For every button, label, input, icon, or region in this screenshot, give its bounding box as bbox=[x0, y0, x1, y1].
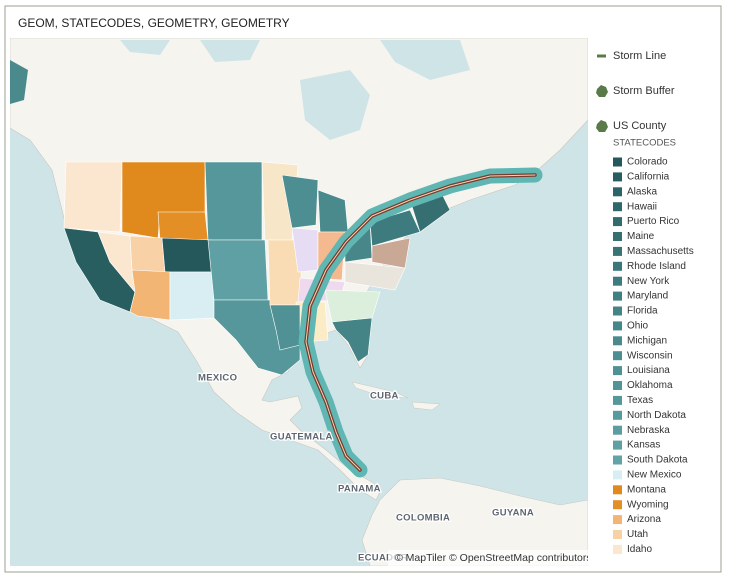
legend-swatch bbox=[613, 500, 622, 510]
legend-swatch bbox=[613, 470, 622, 480]
place-label: COLOMBIA bbox=[396, 513, 450, 524]
legend-item[interactable]: Hawaii bbox=[627, 201, 657, 212]
legend-swatch bbox=[613, 321, 622, 331]
legend-item[interactable]: Colorado bbox=[627, 157, 668, 168]
legend: Storm Line Storm Buffer US County STATECODE… bbox=[596, 50, 694, 555]
legend-swatch bbox=[596, 120, 608, 132]
county-region bbox=[129, 235, 166, 273]
legend-item[interactable]: Wisconsin bbox=[627, 350, 673, 361]
county-region bbox=[161, 237, 215, 273]
legend-item[interactable]: Louisiana bbox=[627, 365, 670, 376]
legend-item[interactable]: Wyoming bbox=[627, 499, 669, 510]
legend-item[interactable]: Nebraska bbox=[627, 425, 670, 436]
legend-item[interactable]: Massachusetts bbox=[627, 246, 694, 257]
legend-swatch bbox=[613, 366, 622, 376]
title: GEOM, STATECODES, GEOMETRY, GEOMETRY bbox=[18, 16, 290, 30]
legend-swatch bbox=[613, 157, 622, 167]
legend-item[interactable]: Rhode Island bbox=[627, 261, 686, 272]
legend-item[interactable]: Puerto Rico bbox=[627, 216, 680, 227]
legend-swatch bbox=[613, 515, 622, 525]
alaska bbox=[10, 60, 28, 104]
county-region bbox=[169, 271, 215, 321]
place-label: GUYANA bbox=[492, 508, 534, 519]
legend-group-title: STATECODES bbox=[613, 138, 676, 149]
legend-swatch bbox=[613, 291, 622, 301]
place-label: GUATEMALA bbox=[270, 432, 333, 443]
legend-swatch bbox=[613, 425, 622, 435]
legend-swatch bbox=[613, 440, 622, 450]
county-region bbox=[281, 174, 319, 229]
hudson-bay bbox=[300, 70, 370, 140]
land-south-america bbox=[361, 477, 588, 566]
legend-item[interactable]: Oklahoma bbox=[627, 380, 673, 391]
place-label: MEXICO bbox=[198, 373, 237, 384]
legend-item[interactable]: Michigan bbox=[627, 335, 667, 346]
legend-item[interactable]: California bbox=[627, 172, 670, 183]
legend-swatch bbox=[613, 395, 622, 405]
legend-swatch bbox=[613, 187, 622, 197]
legend-item[interactable]: Montana bbox=[627, 484, 666, 495]
county-region bbox=[344, 261, 406, 291]
legend-item[interactable]: Maine bbox=[627, 231, 655, 242]
county-region bbox=[331, 317, 373, 363]
legend-swatch bbox=[613, 202, 622, 212]
legend-layer[interactable]: Storm Line bbox=[613, 50, 666, 62]
legend-swatch bbox=[613, 530, 622, 539]
legend-swatch bbox=[613, 217, 622, 227]
legend-swatch bbox=[613, 485, 622, 495]
county-region bbox=[207, 239, 269, 301]
attribution: © MapTiler © OpenStreetMap contributors bbox=[395, 552, 592, 564]
county-region bbox=[204, 161, 263, 241]
legend-swatch bbox=[613, 232, 622, 241]
legend-swatch bbox=[613, 351, 622, 361]
legend-swatch bbox=[613, 276, 622, 286]
attribution-bg bbox=[388, 550, 588, 566]
legend-swatch bbox=[613, 306, 622, 316]
county-region bbox=[324, 289, 381, 323]
place-label: PANAMA bbox=[338, 484, 381, 495]
legend-swatch bbox=[613, 544, 622, 554]
legend-item[interactable]: Idaho bbox=[627, 544, 652, 555]
legend-layer[interactable]: US County bbox=[613, 120, 667, 132]
legend-item[interactable]: New Mexico bbox=[627, 470, 682, 481]
legend-swatch bbox=[613, 381, 622, 390]
legend-swatch bbox=[596, 85, 608, 97]
arctic-water bbox=[120, 40, 470, 80]
legend-swatch bbox=[613, 172, 622, 182]
legend-item[interactable]: New York bbox=[627, 276, 670, 287]
us-counties bbox=[63, 161, 451, 376]
county-region bbox=[63, 161, 123, 233]
legend-item[interactable]: North Dakota bbox=[627, 410, 686, 421]
legend-item[interactable]: Alaska bbox=[627, 186, 657, 197]
legend-item[interactable]: Utah bbox=[627, 529, 648, 540]
legend-item[interactable]: Ohio bbox=[627, 321, 649, 332]
legend-item[interactable]: South Dakota bbox=[627, 455, 688, 466]
islands bbox=[351, 381, 441, 411]
legend-swatch bbox=[597, 54, 606, 58]
place-label: CUBA bbox=[370, 391, 399, 402]
legend-item[interactable]: Texas bbox=[627, 395, 653, 406]
legend-item[interactable]: Kansas bbox=[627, 440, 660, 451]
storm-line-core bbox=[305, 174, 536, 471]
legend-item[interactable]: Florida bbox=[627, 306, 658, 317]
legend-layer[interactable]: Storm Buffer bbox=[613, 85, 675, 97]
legend-swatch bbox=[613, 246, 622, 256]
county-region bbox=[157, 211, 209, 241]
legend-swatch bbox=[613, 410, 622, 420]
legend-swatch bbox=[613, 455, 622, 465]
legend-swatch bbox=[613, 261, 622, 271]
legend-swatch bbox=[613, 336, 622, 346]
legend-item[interactable]: Arizona bbox=[627, 514, 661, 525]
county-region bbox=[129, 269, 171, 321]
county-region bbox=[269, 304, 301, 351]
legend-item[interactable]: Maryland bbox=[627, 291, 668, 302]
